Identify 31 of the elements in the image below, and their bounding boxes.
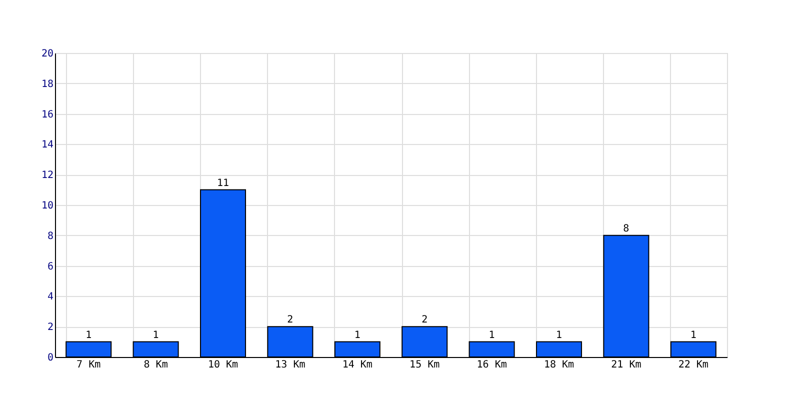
data-label: 8 [623, 223, 630, 234]
y-tick-label: 12 [41, 170, 54, 182]
x-tick-label: 7 Km [76, 360, 101, 370]
x-tick-label: 15 Km [410, 360, 440, 370]
data-label: 2 [422, 314, 428, 326]
data-label: 1 [354, 330, 360, 341]
x-tick-label: 10 Km [208, 360, 238, 370]
x-tick-label: 18 Km [544, 360, 574, 370]
y-tick-label: 6 [47, 261, 54, 272]
data-label: 2 [287, 314, 294, 326]
y-tick-label: 16 [41, 109, 54, 120]
y-tick-label: 20 [41, 48, 54, 60]
x-tick-label: 16 Km [476, 360, 507, 370]
y-tick-label: 14 [41, 140, 54, 151]
data-label: 1 [556, 330, 562, 341]
data-label: 1 [152, 330, 159, 341]
data-label: 11 [216, 178, 230, 189]
x-tick-label: 22 Km [678, 360, 708, 370]
data-label: 1 [488, 330, 495, 341]
x-tick-label: 13 Km [275, 360, 306, 370]
data-label: 1 [690, 330, 696, 341]
x-tick-label: 8 Km [144, 360, 168, 370]
y-tick-label: 8 [47, 230, 54, 242]
y-tick-label: 2 [47, 322, 54, 334]
y-tick-label: 18 [41, 78, 54, 90]
x-tick-label: 14 Km [342, 360, 372, 370]
data-label: 1 [86, 330, 92, 341]
y-tick-label: 0 [47, 352, 54, 364]
y-tick-label: 4 [47, 292, 54, 303]
y-tick-label: 10 [41, 200, 54, 212]
x-tick-label: 21 Km [611, 360, 642, 370]
